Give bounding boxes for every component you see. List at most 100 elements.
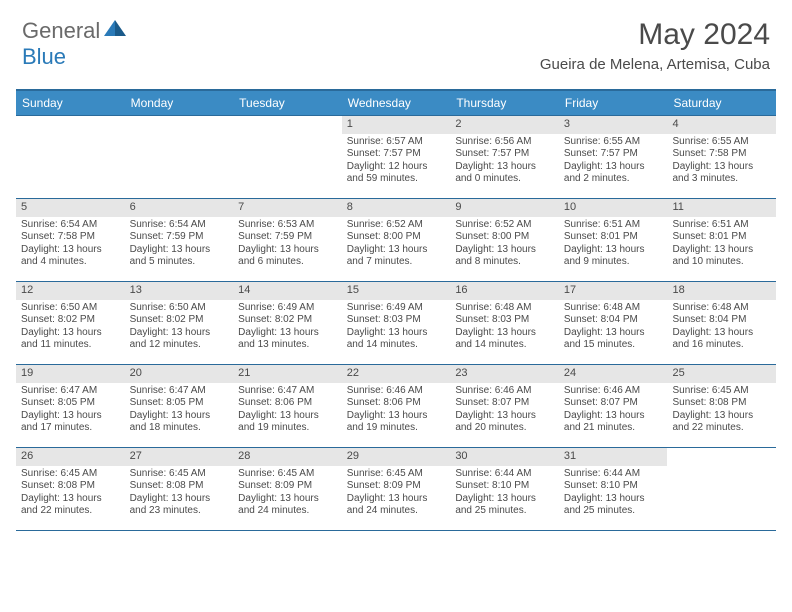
- sunset-text: Sunset: 8:05 PM: [130, 397, 229, 410]
- day-number: 30: [450, 448, 559, 466]
- sunset-text: Sunset: 8:00 PM: [347, 231, 446, 244]
- daylight-text: Daylight: 13 hours: [130, 493, 229, 506]
- weekday-header: Thursday: [450, 91, 559, 115]
- day-number: 29: [342, 448, 451, 466]
- day-number: 21: [233, 365, 342, 383]
- title-block: May 2024 Gueira de Melena, Artemisa, Cub…: [540, 18, 770, 73]
- day-cell: 28Sunrise: 6:45 AMSunset: 8:09 PMDayligh…: [233, 448, 342, 530]
- day-content: Sunrise: 6:54 AMSunset: 7:59 PMDaylight:…: [125, 217, 234, 273]
- sunrise-text: Sunrise: 6:45 AM: [130, 468, 229, 481]
- day-number: 17: [559, 282, 668, 300]
- weekday-header: Monday: [125, 91, 234, 115]
- sunrise-text: Sunrise: 6:55 AM: [564, 136, 663, 149]
- day-cell: 15Sunrise: 6:49 AMSunset: 8:03 PMDayligh…: [342, 282, 451, 364]
- daylight-text: and 2 minutes.: [564, 173, 663, 186]
- sunrise-text: Sunrise: 6:54 AM: [130, 219, 229, 232]
- day-content: Sunrise: 6:45 AMSunset: 8:08 PMDaylight:…: [16, 466, 125, 522]
- day-content: Sunrise: 6:54 AMSunset: 7:58 PMDaylight:…: [16, 217, 125, 273]
- sunset-text: Sunset: 8:06 PM: [238, 397, 337, 410]
- day-number: 3: [559, 116, 668, 134]
- day-cell: [16, 116, 125, 198]
- daylight-text: Daylight: 13 hours: [455, 327, 554, 340]
- day-number: 20: [125, 365, 234, 383]
- daylight-text: and 22 minutes.: [21, 505, 120, 518]
- week-row: 12Sunrise: 6:50 AMSunset: 8:02 PMDayligh…: [16, 281, 776, 364]
- daylight-text: Daylight: 13 hours: [564, 327, 663, 340]
- sunset-text: Sunset: 8:02 PM: [130, 314, 229, 327]
- daylight-text: and 10 minutes.: [672, 256, 771, 269]
- daylight-text: and 16 minutes.: [672, 339, 771, 352]
- day-cell: 29Sunrise: 6:45 AMSunset: 8:09 PMDayligh…: [342, 448, 451, 530]
- daylight-text: and 13 minutes.: [238, 339, 337, 352]
- daylight-text: Daylight: 13 hours: [130, 410, 229, 423]
- logo-triangle-icon: [104, 20, 126, 41]
- day-cell: 22Sunrise: 6:46 AMSunset: 8:06 PMDayligh…: [342, 365, 451, 447]
- day-cell: 26Sunrise: 6:45 AMSunset: 8:08 PMDayligh…: [16, 448, 125, 530]
- day-content: Sunrise: 6:44 AMSunset: 8:10 PMDaylight:…: [450, 466, 559, 522]
- daylight-text: and 7 minutes.: [347, 256, 446, 269]
- week-row: 1Sunrise: 6:57 AMSunset: 7:57 PMDaylight…: [16, 115, 776, 198]
- sunset-text: Sunset: 7:58 PM: [21, 231, 120, 244]
- sunrise-text: Sunrise: 6:49 AM: [238, 302, 337, 315]
- sunrise-text: Sunrise: 6:51 AM: [564, 219, 663, 232]
- sunset-text: Sunset: 8:07 PM: [564, 397, 663, 410]
- day-content: Sunrise: 6:45 AMSunset: 8:09 PMDaylight:…: [342, 466, 451, 522]
- daylight-text: Daylight: 13 hours: [564, 410, 663, 423]
- day-content: Sunrise: 6:47 AMSunset: 8:06 PMDaylight:…: [233, 383, 342, 439]
- sunset-text: Sunset: 8:02 PM: [21, 314, 120, 327]
- weekday-header: Tuesday: [233, 91, 342, 115]
- day-cell: 11Sunrise: 6:51 AMSunset: 8:01 PMDayligh…: [667, 199, 776, 281]
- day-cell: 8Sunrise: 6:52 AMSunset: 8:00 PMDaylight…: [342, 199, 451, 281]
- weeks-container: 1Sunrise: 6:57 AMSunset: 7:57 PMDaylight…: [16, 115, 776, 530]
- day-content: Sunrise: 6:51 AMSunset: 8:01 PMDaylight:…: [559, 217, 668, 273]
- logo-text-general: General: [22, 18, 100, 44]
- day-cell: 19Sunrise: 6:47 AMSunset: 8:05 PMDayligh…: [16, 365, 125, 447]
- sunrise-text: Sunrise: 6:46 AM: [564, 385, 663, 398]
- sunset-text: Sunset: 8:06 PM: [347, 397, 446, 410]
- daylight-text: and 19 minutes.: [238, 422, 337, 435]
- sunset-text: Sunset: 8:01 PM: [672, 231, 771, 244]
- daylight-text: and 22 minutes.: [672, 422, 771, 435]
- day-cell: 4Sunrise: 6:55 AMSunset: 7:58 PMDaylight…: [667, 116, 776, 198]
- day-cell: [125, 116, 234, 198]
- day-cell: 17Sunrise: 6:48 AMSunset: 8:04 PMDayligh…: [559, 282, 668, 364]
- daylight-text: and 5 minutes.: [130, 256, 229, 269]
- month-title: May 2024: [540, 18, 770, 52]
- daylight-text: Daylight: 13 hours: [672, 244, 771, 257]
- day-number: 11: [667, 199, 776, 217]
- sunrise-text: Sunrise: 6:45 AM: [672, 385, 771, 398]
- day-cell: 2Sunrise: 6:56 AMSunset: 7:57 PMDaylight…: [450, 116, 559, 198]
- day-content: Sunrise: 6:51 AMSunset: 8:01 PMDaylight:…: [667, 217, 776, 273]
- sunset-text: Sunset: 8:08 PM: [130, 480, 229, 493]
- day-content: Sunrise: 6:56 AMSunset: 7:57 PMDaylight:…: [450, 134, 559, 190]
- day-content: Sunrise: 6:50 AMSunset: 8:02 PMDaylight:…: [125, 300, 234, 356]
- sunset-text: Sunset: 8:04 PM: [564, 314, 663, 327]
- daylight-text: and 6 minutes.: [238, 256, 337, 269]
- daylight-text: Daylight: 13 hours: [564, 161, 663, 174]
- day-number: 7: [233, 199, 342, 217]
- day-content: Sunrise: 6:52 AMSunset: 8:00 PMDaylight:…: [342, 217, 451, 273]
- daylight-text: Daylight: 13 hours: [347, 493, 446, 506]
- daylight-text: Daylight: 13 hours: [238, 493, 337, 506]
- daylight-text: Daylight: 13 hours: [455, 410, 554, 423]
- day-content: Sunrise: 6:53 AMSunset: 7:59 PMDaylight:…: [233, 217, 342, 273]
- sunset-text: Sunset: 8:08 PM: [21, 480, 120, 493]
- day-number: 25: [667, 365, 776, 383]
- daylight-text: Daylight: 13 hours: [130, 327, 229, 340]
- sunset-text: Sunset: 8:00 PM: [455, 231, 554, 244]
- location: Gueira de Melena, Artemisa, Cuba: [540, 56, 770, 73]
- daylight-text: Daylight: 13 hours: [455, 161, 554, 174]
- day-content: Sunrise: 6:46 AMSunset: 8:07 PMDaylight:…: [559, 383, 668, 439]
- sunrise-text: Sunrise: 6:52 AM: [455, 219, 554, 232]
- day-number: 8: [342, 199, 451, 217]
- daylight-text: Daylight: 13 hours: [455, 244, 554, 257]
- sunset-text: Sunset: 7:57 PM: [455, 148, 554, 161]
- day-number: 4: [667, 116, 776, 134]
- day-number: 1: [342, 116, 451, 134]
- day-number: 16: [450, 282, 559, 300]
- logo: General: [22, 18, 128, 44]
- sunrise-text: Sunrise: 6:44 AM: [455, 468, 554, 481]
- sunset-text: Sunset: 8:04 PM: [672, 314, 771, 327]
- day-content: Sunrise: 6:48 AMSunset: 8:03 PMDaylight:…: [450, 300, 559, 356]
- sunrise-text: Sunrise: 6:46 AM: [455, 385, 554, 398]
